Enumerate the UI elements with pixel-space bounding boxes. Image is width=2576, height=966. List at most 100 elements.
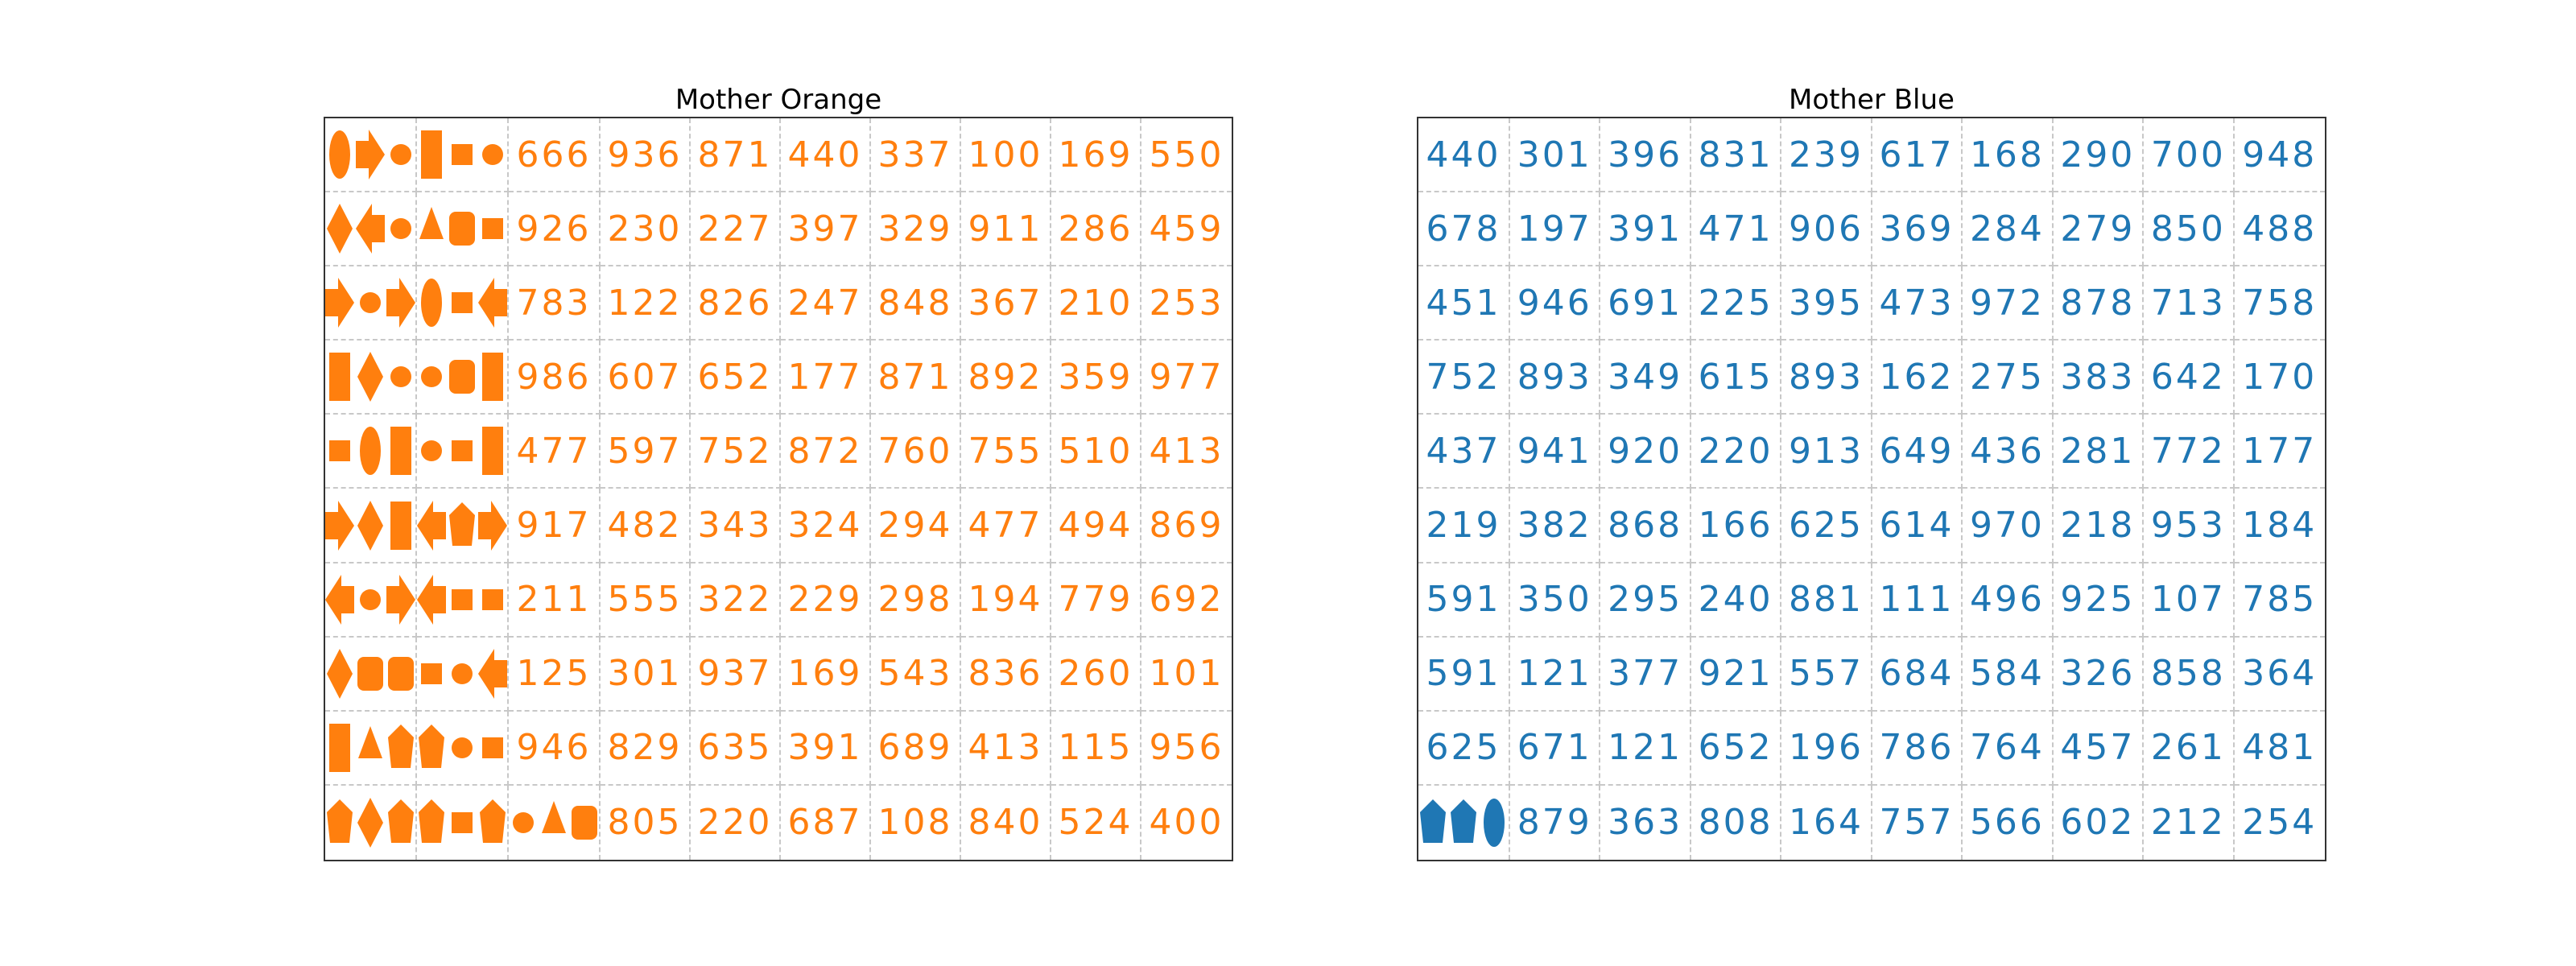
shape-group bbox=[417, 424, 507, 477]
shape-cell bbox=[325, 637, 417, 712]
number-cell: 196 bbox=[1781, 711, 1872, 786]
number-cell: 550 bbox=[1141, 118, 1232, 193]
shape-cell bbox=[1418, 785, 1510, 860]
number-cell: 977 bbox=[1141, 341, 1232, 415]
number-cell: 920 bbox=[1600, 415, 1691, 489]
diamond-shape-icon bbox=[356, 499, 385, 552]
number-cell: 779 bbox=[1051, 563, 1141, 638]
number-cell: 840 bbox=[961, 785, 1051, 860]
number-cell: 760 bbox=[871, 415, 961, 489]
number-cell: 925 bbox=[2053, 563, 2145, 638]
shape-group bbox=[417, 499, 507, 552]
number-cell: 836 bbox=[961, 637, 1051, 712]
circle-shape-icon bbox=[417, 350, 446, 403]
square-shape-icon bbox=[448, 276, 477, 329]
number-cell: 298 bbox=[871, 563, 961, 638]
number-cell: 329 bbox=[871, 192, 961, 267]
number-cell: 184 bbox=[2234, 489, 2325, 564]
number-cell: 652 bbox=[691, 341, 781, 415]
shape-cell bbox=[325, 266, 417, 341]
arrow-shape-icon bbox=[386, 276, 415, 329]
number-cell: 473 bbox=[1872, 266, 1963, 341]
shape-group bbox=[417, 647, 507, 700]
circle-shape-icon bbox=[509, 796, 538, 849]
shape-group bbox=[325, 573, 415, 626]
rounded-shape-icon bbox=[570, 796, 599, 849]
arrow-shape-icon bbox=[356, 128, 385, 181]
number-cell: 177 bbox=[2234, 415, 2325, 489]
number-cell: 349 bbox=[1600, 341, 1691, 415]
arrow-shape-icon bbox=[386, 573, 415, 626]
number-cell: 871 bbox=[871, 341, 961, 415]
shape-cell bbox=[417, 563, 509, 638]
number-cell: 275 bbox=[1963, 341, 2054, 415]
shape-group bbox=[417, 202, 507, 255]
number-cell: 666 bbox=[509, 118, 601, 193]
number-cell: 220 bbox=[691, 785, 781, 860]
number-cell: 229 bbox=[781, 563, 871, 638]
shape-cell bbox=[325, 489, 417, 564]
number-cell: 391 bbox=[781, 711, 871, 786]
rect-shape-icon bbox=[386, 499, 415, 552]
arrow-left-shape-icon bbox=[356, 202, 385, 255]
number-cell: 858 bbox=[2144, 637, 2235, 712]
diamond-shape-icon bbox=[325, 202, 354, 255]
number-cell: 100 bbox=[961, 118, 1051, 193]
number-cell: 413 bbox=[1141, 415, 1232, 489]
number-cell: 868 bbox=[1600, 489, 1691, 564]
number-cell: 615 bbox=[1690, 341, 1782, 415]
number-cell: 471 bbox=[1690, 192, 1782, 267]
square-shape-icon bbox=[478, 573, 507, 626]
number-cell: 937 bbox=[691, 637, 781, 712]
number-cell: 510 bbox=[1051, 415, 1141, 489]
number-cell: 829 bbox=[601, 711, 691, 786]
number-cell: 279 bbox=[2053, 192, 2145, 267]
number-cell: 261 bbox=[2144, 711, 2235, 786]
panel-title: Mother Orange bbox=[675, 84, 882, 116]
number-cell: 713 bbox=[2144, 266, 2235, 341]
rounded-shape-icon bbox=[448, 202, 477, 255]
number-cell: 121 bbox=[1510, 637, 1601, 712]
number-cell: 642 bbox=[2144, 341, 2235, 415]
number-cell: 295 bbox=[1600, 563, 1691, 638]
number-cell: 219 bbox=[1418, 489, 1510, 564]
number-cell: 218 bbox=[2053, 489, 2145, 564]
shape-cell bbox=[417, 118, 509, 193]
number-cell: 926 bbox=[509, 192, 601, 267]
number-cell: 956 bbox=[1141, 712, 1232, 786]
number-cell: 671 bbox=[1510, 711, 1601, 786]
number-cell: 254 bbox=[2242, 802, 2318, 844]
shape-cell bbox=[417, 266, 509, 341]
shape-group bbox=[417, 573, 507, 626]
number-cell: 758 bbox=[2234, 266, 2325, 341]
diamond-shape-icon bbox=[325, 647, 354, 700]
shape-cell bbox=[325, 785, 417, 860]
number-cell: 326 bbox=[2053, 637, 2145, 712]
number-cell: 284 bbox=[1963, 192, 2054, 267]
number-cell: 359 bbox=[1051, 341, 1141, 415]
rounded-shape-icon bbox=[386, 647, 415, 700]
pentagon-shape-icon bbox=[1418, 796, 1447, 849]
number-cell: 440 bbox=[1418, 118, 1510, 193]
rect-shape-icon bbox=[386, 424, 415, 477]
rounded-shape-icon bbox=[448, 350, 477, 403]
number-cell: 584 bbox=[1963, 637, 2054, 712]
number-cell: 692 bbox=[1141, 564, 1232, 638]
square-shape-icon bbox=[478, 721, 507, 774]
shape-group bbox=[417, 128, 507, 181]
pentagon-shape-icon bbox=[417, 796, 446, 849]
number-cell: 607 bbox=[601, 341, 691, 415]
pentagon-shape-icon bbox=[1449, 796, 1478, 849]
number-cell: 970 bbox=[1963, 489, 2054, 564]
shape-cell bbox=[417, 711, 509, 786]
number-cell: 210 bbox=[1051, 266, 1141, 341]
pentagon-shape-icon bbox=[386, 721, 415, 774]
number-cell: 437 bbox=[1418, 415, 1510, 489]
shape-cell bbox=[325, 341, 417, 415]
panel-title: Mother Blue bbox=[1789, 84, 1955, 116]
number-cell: 848 bbox=[871, 266, 961, 341]
number-cell: 625 bbox=[1781, 489, 1872, 564]
square-shape-icon bbox=[448, 796, 477, 849]
circle-shape-icon bbox=[386, 128, 415, 181]
number-cell: 436 bbox=[1963, 415, 2054, 489]
